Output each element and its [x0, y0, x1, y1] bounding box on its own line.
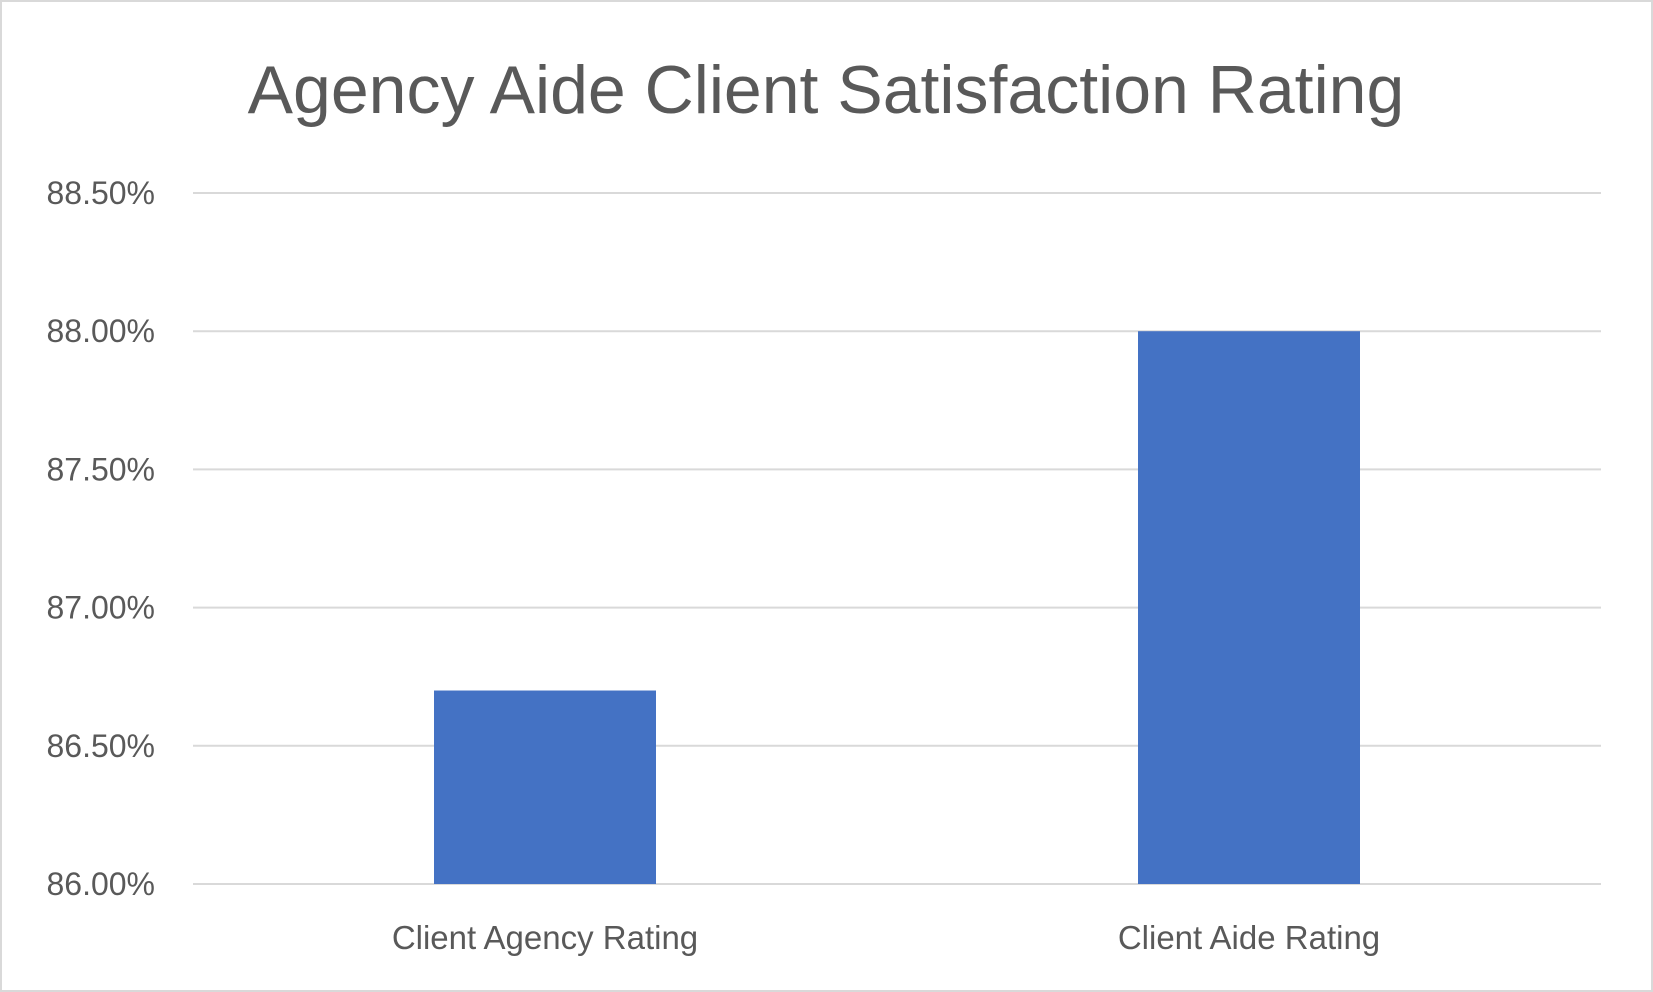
y-tick-label: 88.50% [46, 175, 155, 211]
y-tick-label: 87.00% [46, 590, 155, 626]
x-category-label: Client Aide Rating [1118, 919, 1380, 956]
gridlines [193, 192, 1601, 885]
bars [434, 331, 1360, 884]
x-category-label: Client Agency Rating [392, 919, 698, 956]
bar [1138, 331, 1360, 884]
bar [434, 690, 656, 884]
y-tick-label: 87.50% [46, 451, 155, 487]
chart-title: Agency Aide Client Satisfaction Rating [248, 52, 1405, 128]
y-tick-label: 86.00% [46, 866, 155, 902]
x-axis-category-labels: Client Agency Rating Client Aide Rating [392, 919, 1380, 956]
y-axis-tick-labels: 86.00% 86.50% 87.00% 87.50% 88.00% 88.50% [46, 175, 155, 902]
y-tick-label: 86.50% [46, 728, 155, 764]
y-tick-label: 88.00% [46, 313, 155, 349]
